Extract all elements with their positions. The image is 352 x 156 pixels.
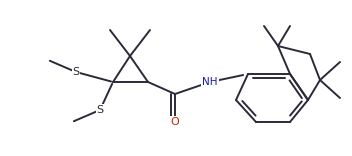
- Text: S: S: [73, 67, 80, 77]
- Text: O: O: [171, 117, 180, 127]
- Text: S: S: [96, 105, 103, 115]
- Text: NH: NH: [202, 77, 218, 87]
